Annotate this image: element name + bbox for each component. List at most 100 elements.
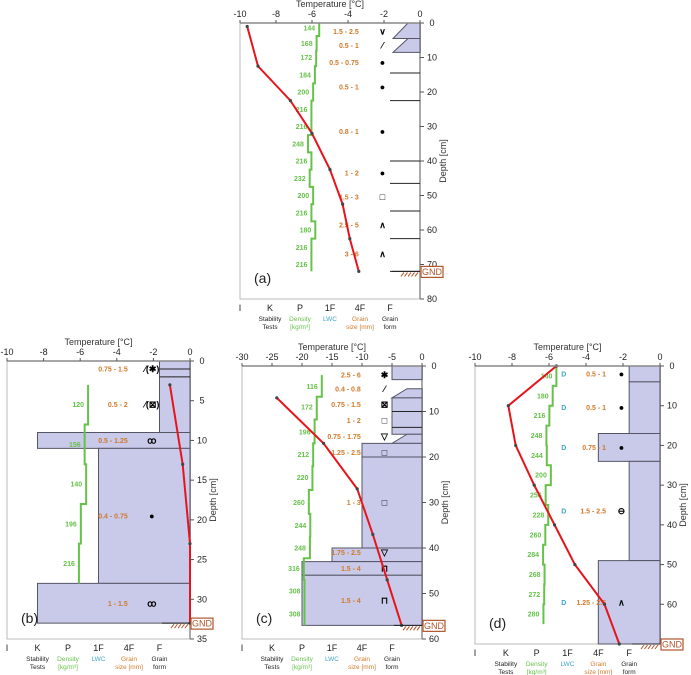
temperature-point: [288, 99, 292, 103]
ground-hatch: [177, 623, 182, 629]
temperature-tick-label: -8: [272, 9, 280, 19]
grain-form-icon: ⁄: [382, 384, 388, 394]
temperature-point: [275, 396, 279, 400]
grain-form-icon: ⁄: [380, 40, 386, 50]
temperature-tick-label: -2: [149, 347, 157, 357]
temperature-point: [617, 642, 621, 646]
grain-form-icon: ●: [619, 403, 624, 413]
temperature-point: [310, 131, 314, 135]
grain-form-icon: ●: [380, 58, 385, 68]
density-label: 232: [294, 176, 306, 183]
grain-size-label: 1 - 2: [347, 418, 361, 425]
grain-size-label: 1 - 1.5: [108, 601, 128, 608]
temperature-tick-label: -15: [325, 352, 338, 362]
density-label: 200: [535, 473, 547, 480]
density-line: [542, 366, 558, 625]
category-label: Density: [526, 661, 548, 668]
density-label: 256: [530, 493, 542, 500]
ground-hatch: [400, 272, 405, 277]
temperature-tick-label: -6: [308, 9, 316, 19]
category-label: size [mm]: [115, 664, 143, 671]
grain-size-label: 0.75 - 1.5: [331, 402, 361, 409]
ground-hatch: [640, 644, 645, 650]
depth-tick-label: 60: [667, 599, 677, 609]
temperature-tick-label: -10: [355, 352, 368, 362]
category-label: Tests: [498, 669, 514, 675]
density-label: 184: [299, 72, 311, 79]
density-label: 168: [301, 41, 313, 48]
grain-size-label: 1.5 - 2.5: [333, 29, 359, 36]
depth-tick-label: 10: [197, 435, 207, 445]
depth-tick-label: 10: [427, 53, 437, 63]
grain-size-label: 0.5 - 2: [108, 402, 128, 409]
grain-size-label: 1.5 - 4: [341, 598, 361, 605]
snow-layer: [597, 433, 661, 462]
temperature-tick-label: -8: [508, 352, 516, 362]
grain-form-icon: ▽: [380, 548, 389, 558]
depth-tick-label: 40: [667, 520, 677, 530]
ground-hatch: [416, 626, 421, 631]
grain-size-label: 0.5 - 0.75: [329, 60, 359, 67]
density-label: 220: [297, 475, 309, 482]
grain-size-label: 0.75 - 1.5: [98, 366, 128, 373]
ground-label: GND: [662, 640, 683, 650]
temperature-tick-label: -5: [388, 352, 396, 362]
panel-label: (a): [254, 270, 271, 286]
grain-form-icon: ●: [380, 127, 385, 137]
category-label: Density: [291, 656, 313, 663]
temperature-tick-label: 0: [657, 352, 662, 362]
temperature-tick-label: -8: [40, 347, 48, 357]
ground-hatch: [409, 626, 414, 631]
depth-axis-title: Depth [cm]: [678, 483, 688, 527]
temperature-line: [168, 384, 191, 624]
temperature-axis-title: Temperature [°C]: [298, 342, 366, 352]
temperature-point: [168, 383, 172, 387]
temperature-tick-label: -25: [265, 352, 278, 362]
lwc-label: D: [561, 445, 566, 452]
density-label: 196: [65, 521, 77, 528]
grain-size-label: 0.5 - 1: [339, 43, 359, 50]
category-label: Grain: [152, 656, 168, 663]
temperature-tick-label: -6: [545, 352, 553, 362]
depth-tick-label: 0: [429, 18, 434, 28]
temperature-tick-label: -10: [468, 352, 481, 362]
hardness-tick-label: 1F: [327, 643, 338, 653]
snow-layer: [391, 397, 423, 435]
grain-size-label: 0.5 - 1.25: [98, 438, 128, 445]
lwc-label: D: [561, 405, 566, 412]
depth-tick-label: 50: [427, 191, 437, 201]
hardness-tick-label: 4F: [593, 648, 604, 658]
grain-form-icon: ∧: [379, 249, 386, 259]
ground-hatch: [404, 272, 408, 277]
density-label: 280: [528, 612, 540, 619]
grain-size-label: 0.5 - 1: [586, 371, 606, 378]
grain-form-icon: ✱: [381, 370, 389, 380]
category-label: LWC: [323, 316, 337, 323]
density-label: 216: [296, 124, 308, 131]
grain-size-label: 0.4 - 0.8: [335, 386, 361, 393]
density-label: 180: [300, 228, 312, 235]
temperature-point: [348, 237, 352, 241]
density-label: 216: [296, 245, 308, 252]
category-label: [kg/m³]: [58, 664, 78, 671]
density-label: 260: [293, 500, 305, 507]
depth-tick-label: 50: [667, 560, 677, 570]
profile-panel-d: 1401802162482442002562282602842682722800…: [468, 342, 688, 675]
ground-hatch: [184, 623, 189, 629]
hardness-tick-label: 4F: [124, 643, 135, 653]
temperature-point: [355, 487, 359, 491]
temperature-point: [371, 532, 375, 536]
density-label: 228: [533, 512, 545, 519]
grain-size-label: 1.25 - 2.5: [576, 600, 606, 607]
depth-tick-label: 30: [197, 594, 207, 604]
grain-size-label: 0.75 - 1: [582, 445, 606, 452]
grain-form-icon: ⊖: [618, 506, 626, 516]
snow-layer: [37, 431, 191, 449]
temperature-point: [341, 202, 345, 206]
category-label: Grain: [621, 661, 637, 668]
snow-layer: [628, 460, 661, 562]
grain-form-icon: ∧: [618, 597, 625, 607]
depth-tick-label: 30: [427, 122, 437, 132]
density-label: 140: [70, 482, 82, 489]
ground-hatch: [407, 272, 412, 277]
